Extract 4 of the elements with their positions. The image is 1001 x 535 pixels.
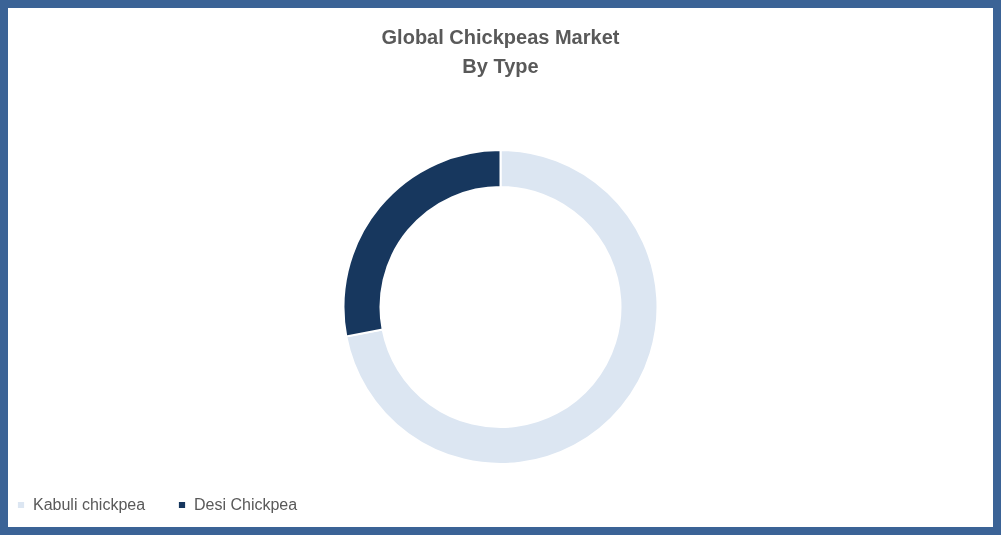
legend-label: Desi Chickpea [194, 496, 298, 513]
chart-title: Global Chickpeas Market By Type [381, 26, 620, 77]
donut-slice [345, 149, 659, 465]
legend-label: Kabuli chickpea [33, 496, 146, 513]
